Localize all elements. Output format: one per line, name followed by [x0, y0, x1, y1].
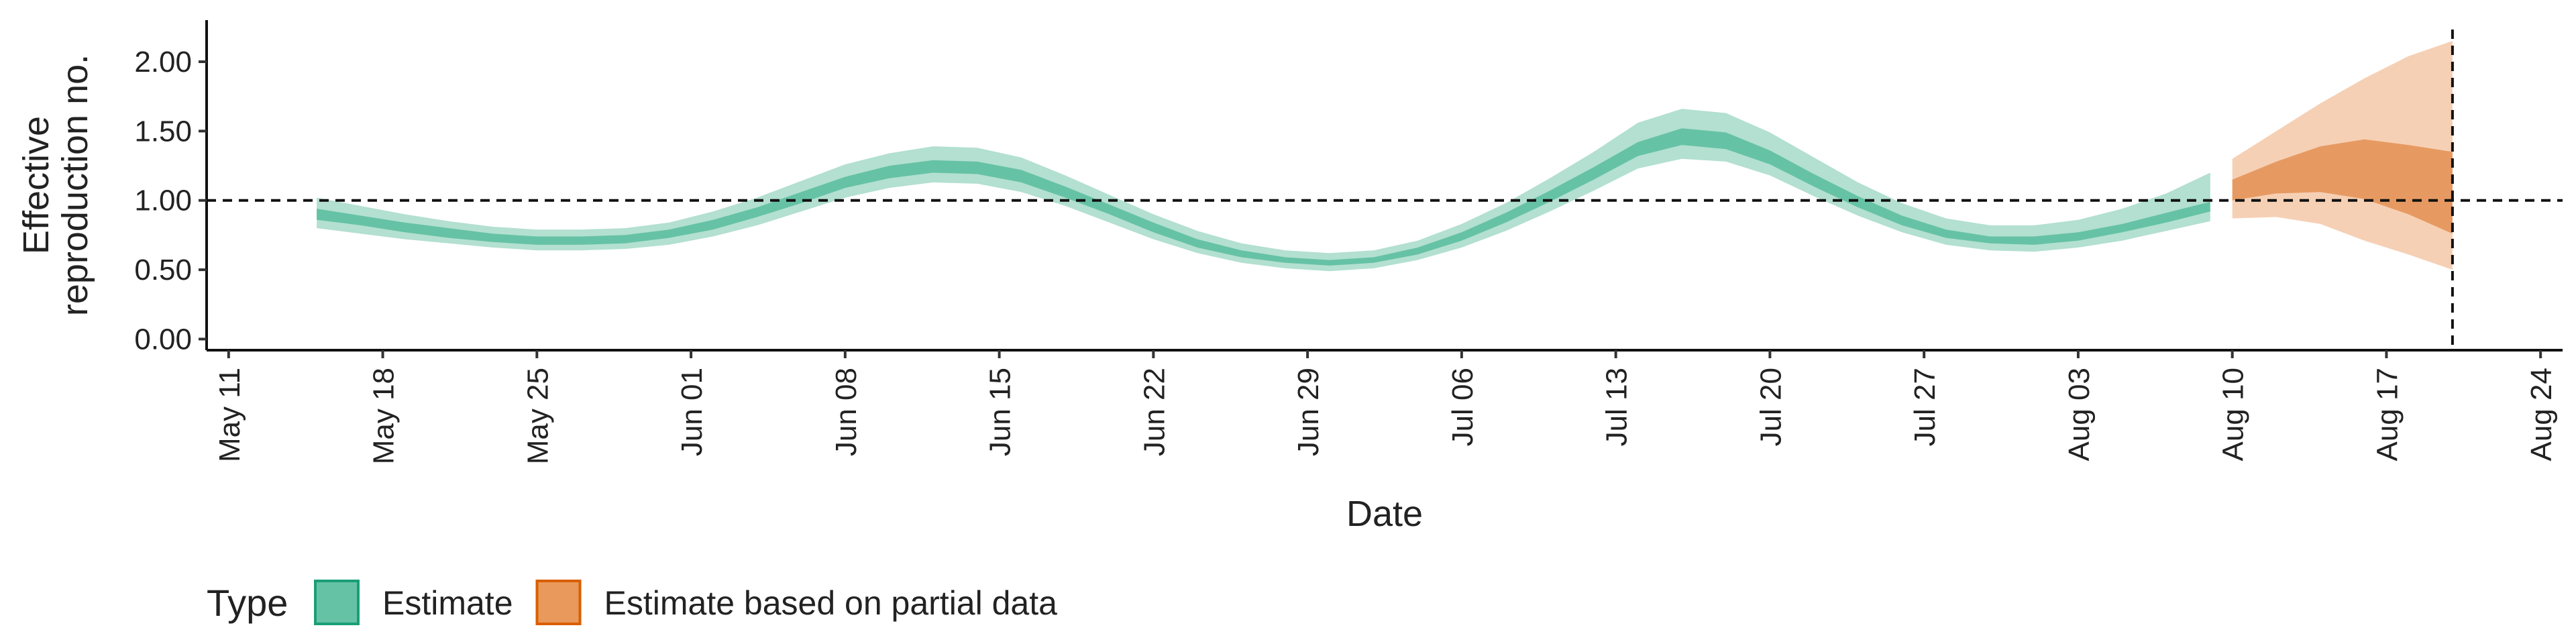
- x-tick-label: Aug 24: [2525, 368, 2558, 461]
- legend: Type Estimate Estimate based on partial da…: [207, 580, 1058, 625]
- x-tick-label: May 18: [368, 368, 400, 464]
- legend-label: Estimate: [382, 584, 513, 622]
- legend-title: Type: [207, 582, 288, 624]
- y-axis-ticks: 0.00 0.50 1.00 1.50 2.00: [134, 46, 207, 356]
- x-tick-label: Jul 06: [1446, 368, 1479, 446]
- y-axis-title-line: Effective: [16, 116, 56, 254]
- x-tick-label: Jun 15: [984, 368, 1017, 456]
- legend-label: Estimate based on partial data: [604, 584, 1058, 622]
- legend-swatch: [314, 580, 360, 625]
- x-tick-label: May 11: [213, 368, 246, 462]
- partial-estimate-band-50: [2232, 139, 2453, 234]
- x-tick-label: Aug 10: [2217, 368, 2250, 461]
- axes: [205, 20, 2563, 352]
- x-axis-ticks: May 11 May 18 May 25 Jun 01 Jun 08 Jun 15 Jun …: [213, 350, 2558, 464]
- x-tick-label: Jun 01: [676, 368, 708, 456]
- y-tick-label: 2.00: [134, 46, 192, 78]
- bands-layer: [317, 41, 2453, 272]
- x-tick-label: Jun 29: [1292, 368, 1325, 456]
- y-tick-label: 0.00: [134, 323, 192, 356]
- x-axis-title: Date: [1346, 494, 1423, 534]
- estimate-band-90: [317, 109, 2210, 272]
- reference-lines: [207, 30, 2563, 350]
- x-tick-label: Jun 22: [1138, 368, 1171, 456]
- x-tick-label: Jul 13: [1601, 368, 1633, 446]
- y-tick-label: 1.50: [134, 115, 192, 148]
- x-tick-label: Jun 08: [830, 368, 863, 456]
- x-tick-label: May 25: [521, 368, 554, 464]
- x-tick-label: Jul 27: [1909, 368, 1941, 446]
- x-tick-label: Jul 20: [1754, 368, 1787, 446]
- y-tick-label: 0.50: [134, 254, 192, 286]
- y-tick-label: 1.00: [134, 184, 192, 217]
- y-axis-title-line: reproduction no.: [55, 54, 95, 316]
- x-tick-label: Aug 03: [2063, 368, 2096, 461]
- x-tick-label: Aug 17: [2371, 368, 2404, 461]
- legend-swatch: [535, 580, 582, 625]
